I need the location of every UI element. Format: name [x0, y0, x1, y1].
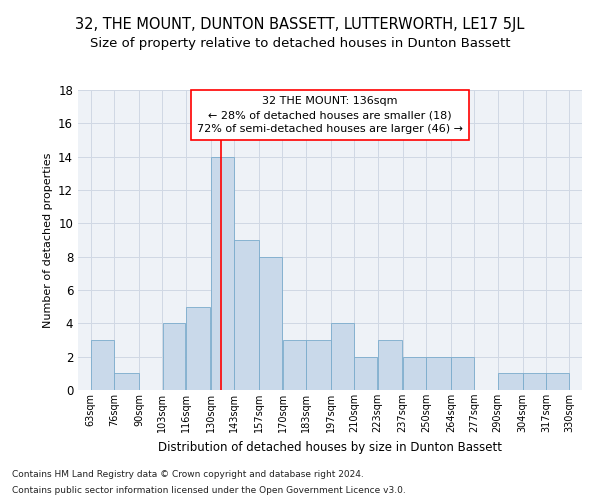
Bar [547, 374, 569, 390]
Text: 32, THE MOUNT, DUNTON BASSETT, LUTTERWORTH, LE17 5JL: 32, THE MOUNT, DUNTON BASSETT, LUTTERWOR… [76, 18, 524, 32]
Bar [355, 356, 377, 390]
Bar [235, 240, 259, 390]
Bar [498, 374, 523, 390]
Bar [163, 324, 185, 390]
Text: Contains HM Land Registry data © Crown copyright and database right 2024.: Contains HM Land Registry data © Crown c… [12, 470, 364, 479]
Y-axis label: Number of detached properties: Number of detached properties [43, 152, 53, 328]
Bar [378, 340, 403, 390]
Text: Contains public sector information licensed under the Open Government Licence v3: Contains public sector information licen… [12, 486, 406, 495]
Bar [91, 340, 113, 390]
Bar [114, 374, 139, 390]
Bar [331, 324, 354, 390]
Bar [306, 340, 331, 390]
Bar [403, 356, 425, 390]
Bar [186, 306, 211, 390]
Bar [426, 356, 451, 390]
Text: 32 THE MOUNT: 136sqm
← 28% of detached houses are smaller (18)
72% of semi-detac: 32 THE MOUNT: 136sqm ← 28% of detached h… [197, 96, 463, 134]
Text: Size of property relative to detached houses in Dunton Bassett: Size of property relative to detached ho… [90, 38, 510, 51]
Bar [259, 256, 282, 390]
X-axis label: Distribution of detached houses by size in Dunton Bassett: Distribution of detached houses by size … [158, 440, 502, 454]
Bar [283, 340, 305, 390]
Bar [523, 374, 546, 390]
Bar [451, 356, 474, 390]
Bar [211, 156, 234, 390]
